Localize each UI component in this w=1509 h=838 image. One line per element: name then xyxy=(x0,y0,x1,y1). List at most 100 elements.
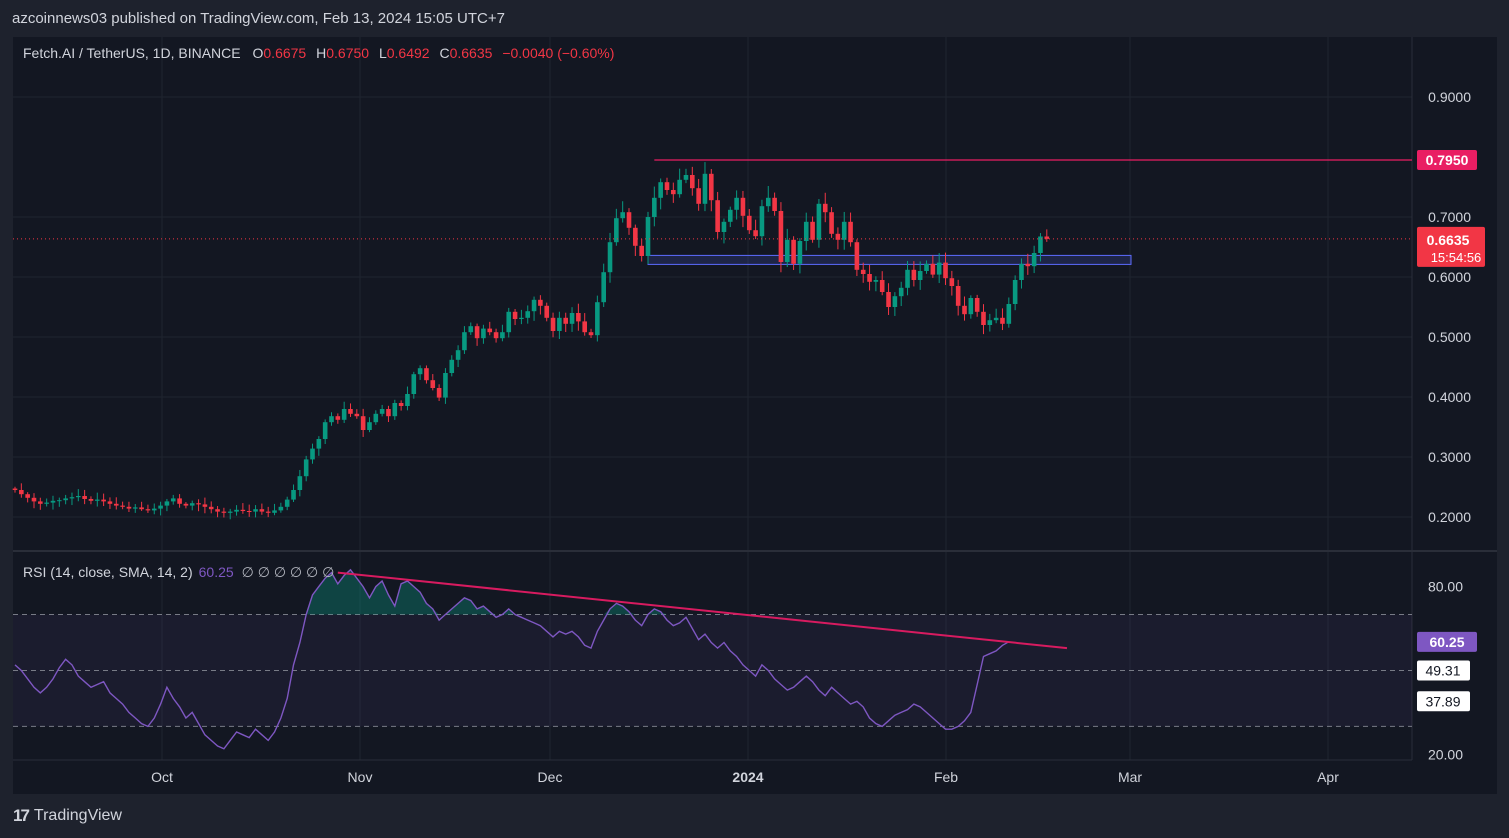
candle-body xyxy=(189,503,195,506)
candle-body xyxy=(303,459,309,477)
chart-canvas[interactable] xyxy=(13,37,1497,794)
candle-body xyxy=(525,311,531,318)
candle-body xyxy=(430,380,436,388)
candle-body xyxy=(886,292,891,307)
rsi-ma-tag xyxy=(1417,660,1470,681)
candle-body xyxy=(1031,253,1037,267)
support-zone-rect[interactable] xyxy=(647,254,1132,265)
rsi-value: 60.25 xyxy=(198,564,234,580)
rsi-placeholder-values: ∅ ∅ ∅ ∅ ∅ ∅ xyxy=(241,564,335,580)
candle-body xyxy=(633,227,638,246)
candle-body xyxy=(803,221,809,241)
candle-body xyxy=(879,280,885,292)
candle-body xyxy=(44,502,49,504)
candle-body xyxy=(860,269,866,274)
candle-body xyxy=(354,413,360,417)
candle-body xyxy=(468,326,474,333)
candle-body xyxy=(253,509,258,512)
candle-body xyxy=(25,494,30,498)
candle-body xyxy=(601,272,606,303)
time-tick-label: Nov xyxy=(348,769,373,785)
candle-body xyxy=(360,416,366,430)
candle-body xyxy=(145,509,151,511)
candle-body xyxy=(519,317,524,319)
candle-body xyxy=(690,175,695,189)
candle-body xyxy=(563,317,569,324)
candle-body xyxy=(221,511,227,513)
candle-body xyxy=(943,262,948,279)
candle-body xyxy=(101,499,106,502)
candle-body xyxy=(930,263,936,275)
candle-body xyxy=(822,203,828,213)
candle-body xyxy=(620,212,625,219)
candle-body xyxy=(639,245,644,256)
price-tick-label: 0.3000 xyxy=(1428,449,1471,465)
candle-body xyxy=(88,499,94,501)
candle-body xyxy=(531,299,537,312)
candle-body xyxy=(19,490,24,495)
candle-body xyxy=(614,218,619,243)
candle-body xyxy=(405,394,410,406)
tradingview-brand[interactable]: 17 TradingView xyxy=(13,806,122,826)
price-tick-label: 0.5000 xyxy=(1428,329,1471,345)
candle-body xyxy=(791,239,796,264)
candle-body xyxy=(113,503,119,506)
candle-body xyxy=(1006,304,1012,324)
candle-body xyxy=(829,212,834,234)
candle-body xyxy=(227,511,233,513)
candle-body xyxy=(316,439,322,449)
candle-body xyxy=(462,332,467,351)
rsi-line[interactable] xyxy=(14,568,1010,750)
candle-body xyxy=(550,317,556,331)
low-label: L xyxy=(378,45,387,61)
symbol-name[interactable]: Fetch.AI / TetherUS, 1D, BINANCE xyxy=(23,45,241,61)
rsi-pane xyxy=(13,568,1412,750)
candle-body xyxy=(202,504,208,507)
close-value: 0.6635 xyxy=(449,45,493,61)
candle-body xyxy=(993,317,999,321)
candle-body xyxy=(1000,317,1005,324)
change-value: −0.0040 (−0.60%) xyxy=(502,45,615,61)
candle-body xyxy=(474,326,480,339)
candle-body xyxy=(512,311,518,319)
candle-body xyxy=(917,271,923,280)
rsi-trendline[interactable] xyxy=(337,571,1068,650)
candle-body xyxy=(164,501,170,506)
candle-body xyxy=(683,175,689,180)
candle-body xyxy=(841,221,847,240)
candle-body xyxy=(424,368,429,381)
candle-body xyxy=(671,190,676,195)
candle-body xyxy=(797,241,803,264)
symbol-legend: Fetch.AI / TetherUS, 1D, BINANCE O0.6675… xyxy=(23,45,620,61)
price-tick-label: 0.4000 xyxy=(1428,389,1471,405)
rsi-label[interactable]: RSI (14, close, SMA, 14, 2) xyxy=(23,564,193,580)
candle-body xyxy=(38,501,43,504)
candle-body xyxy=(240,509,246,511)
candle-body xyxy=(955,286,961,306)
close-label: C xyxy=(439,45,450,61)
candle-body xyxy=(538,299,543,306)
candle-body xyxy=(63,498,68,501)
candle-body xyxy=(576,313,581,322)
candle-body xyxy=(139,507,144,510)
time-axis: Oct Nov Dec 2024 Feb Mar Apr xyxy=(151,769,1339,785)
candle-body xyxy=(310,448,315,460)
candle-body xyxy=(291,490,296,500)
candle-body xyxy=(898,287,904,297)
candle-body xyxy=(772,197,777,211)
candle-body xyxy=(335,416,341,420)
candle-body xyxy=(284,499,290,507)
candle-body xyxy=(322,422,328,439)
candle-body xyxy=(765,197,771,207)
price-overlays: 0.7950 0.6635 15:54:56 xyxy=(13,150,1485,267)
candle-body xyxy=(677,179,682,195)
candle-body xyxy=(126,506,132,509)
candle-body xyxy=(924,263,929,271)
candle-body xyxy=(1019,263,1024,280)
candle-body xyxy=(974,298,980,312)
resistance-price-text: 0.7950 xyxy=(1426,152,1469,168)
rsi-value-tag xyxy=(1417,631,1477,652)
rsi-ma-text: 49.31 xyxy=(1425,662,1460,678)
candle-body xyxy=(208,506,214,510)
